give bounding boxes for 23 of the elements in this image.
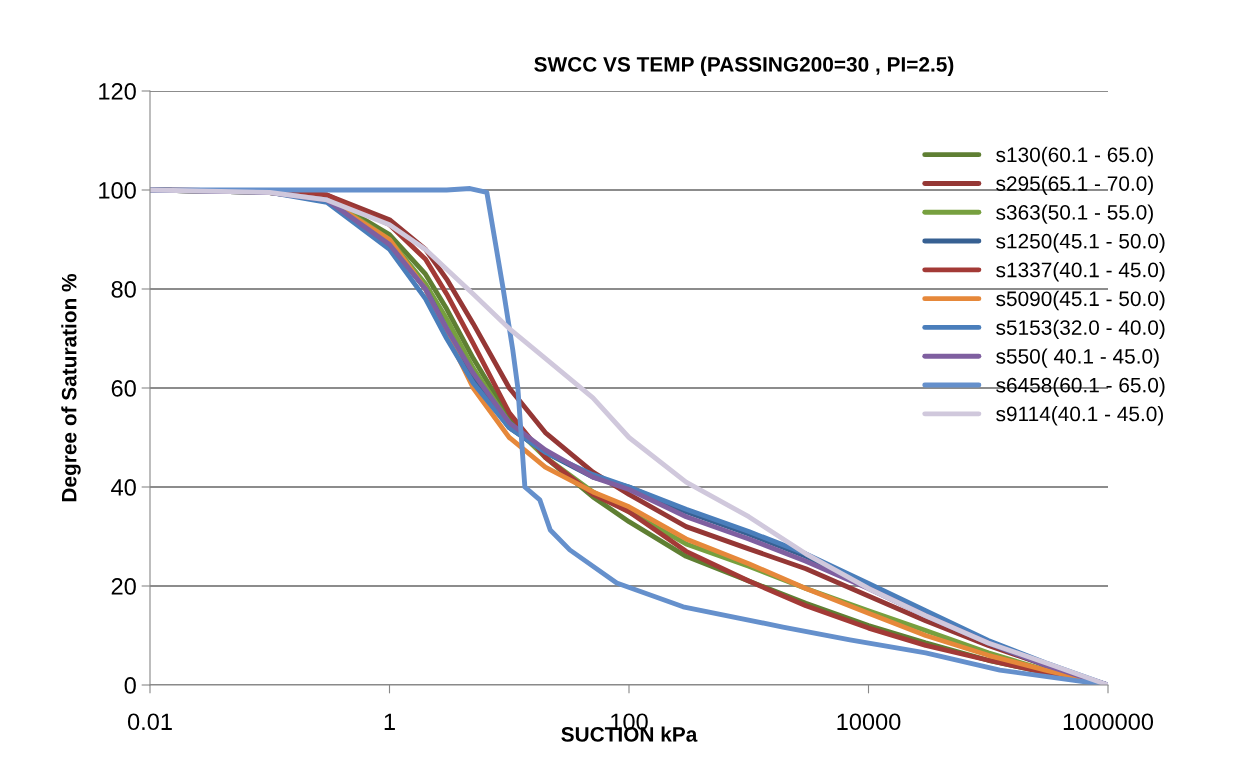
x-tick-label: 10000 [837, 713, 901, 731]
y-tick-label: 20 [111, 578, 136, 595]
legend-label: s9114(40.1 - 45.0) [996, 406, 1163, 426]
legend-label: s363(50.1 - 55.0) [996, 204, 1153, 224]
y-tick-label: 120 [99, 83, 136, 100]
legend-label: s1337(40.1 - 45.0) [996, 262, 1165, 282]
y-tick-label: 0 [124, 677, 136, 694]
y-tick-label: 100 [99, 182, 136, 199]
legend-label: s295(65.1 - 70.0) [996, 175, 1153, 196]
y-tick-label: 80 [111, 281, 136, 298]
y-tick-label: 40 [111, 479, 136, 496]
x-tick-label: 1 [384, 713, 395, 730]
x-tick-label: 0.01 [127, 713, 172, 731]
legend-label: s550( 40.1 - 45.0) [996, 348, 1159, 368]
y-axis-title: Degree of Saturation % [61, 273, 81, 502]
y-tick-label: 60 [111, 380, 136, 397]
legend-label: s1250(45.1 - 50.0) [996, 233, 1165, 253]
legend-label: s6458(60.1 - 65.0) [996, 377, 1165, 397]
chart-title: SWCC VS TEMP (PASSING200=30 , PI=2.5) [534, 56, 954, 76]
x-tick-label: 1000000 [1063, 713, 1154, 731]
legend-label: s5153(32.0 - 40.0) [996, 319, 1165, 340]
legend-label: s130(60.1 - 65.0) [996, 146, 1153, 167]
legend-label: s5090(45.1 - 50.0) [996, 290, 1165, 311]
